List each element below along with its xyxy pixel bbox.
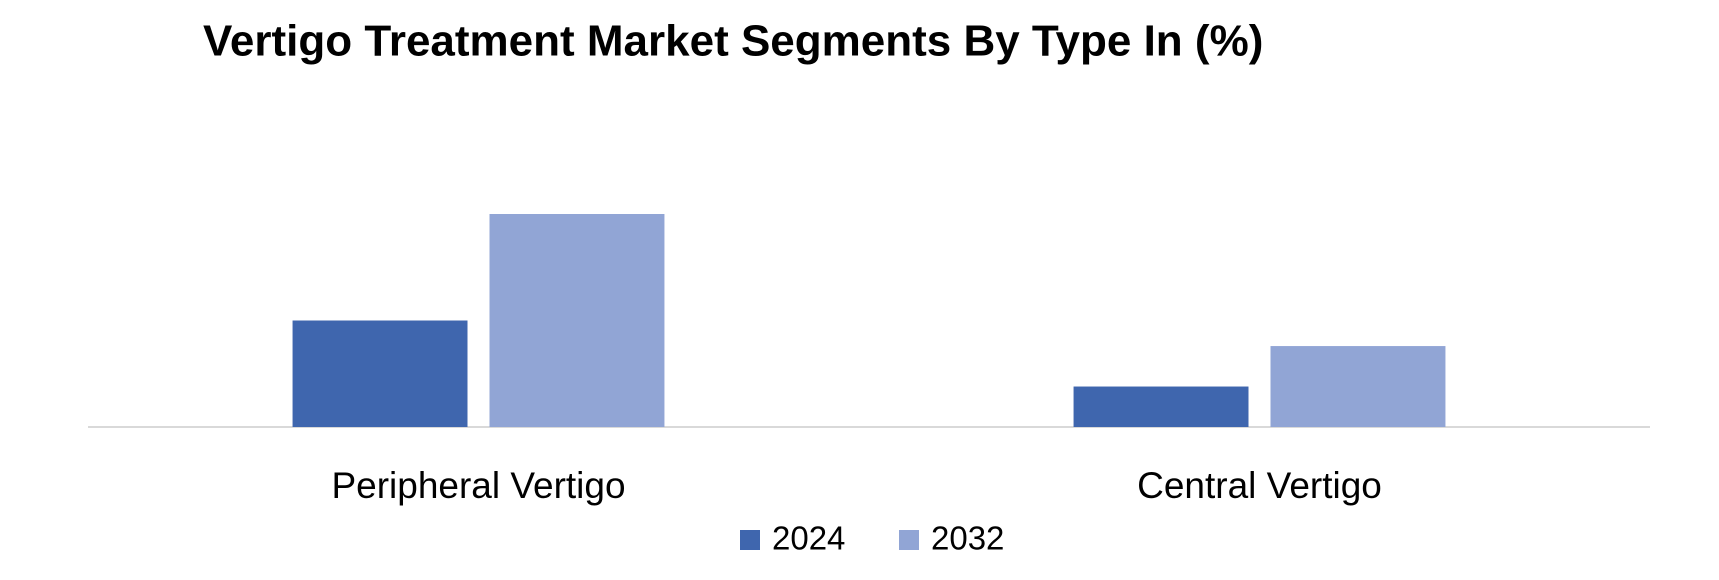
legend-label: 2032 — [931, 520, 1004, 557]
bar — [292, 320, 468, 427]
bar — [1073, 386, 1249, 427]
bar — [1270, 346, 1446, 427]
bar — [489, 214, 665, 427]
x-tick-label: Peripheral Vertigo — [331, 465, 625, 506]
chart-title: Vertigo Treatment Market Segments By Typ… — [203, 17, 1263, 66]
x-tick-label: Central Vertigo — [1137, 465, 1382, 506]
legend-swatch — [740, 530, 760, 550]
legend-label: 2024 — [772, 520, 845, 557]
legend-swatch — [899, 530, 919, 550]
